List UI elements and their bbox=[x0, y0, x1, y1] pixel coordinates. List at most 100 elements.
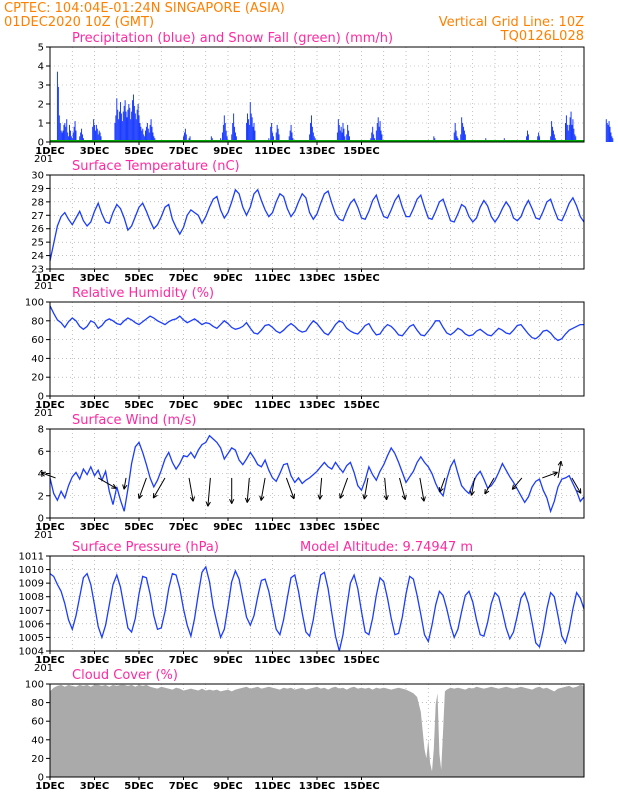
wind-arrow-shaft bbox=[399, 477, 406, 500]
precip-bar bbox=[253, 123, 255, 142]
precip-bar bbox=[183, 132, 185, 142]
y-tick-label: 60 bbox=[31, 717, 44, 728]
precip-bar bbox=[339, 130, 341, 142]
y-tick-label: 28 bbox=[31, 197, 44, 208]
x-tick-label: 11DEC bbox=[254, 146, 290, 157]
x-tick-label: 15DEC bbox=[343, 522, 379, 533]
wind-arrow bbox=[571, 477, 582, 494]
precip-bar bbox=[371, 132, 373, 142]
wind-arrow-head bbox=[420, 496, 426, 502]
x-tick-label: 11DEC bbox=[254, 522, 290, 533]
x-tick-label: 5DEC bbox=[124, 522, 153, 533]
precip-bar bbox=[568, 124, 570, 142]
precip-bar bbox=[572, 119, 574, 142]
wind-arrow-head bbox=[511, 484, 518, 490]
y-tick-label: 23 bbox=[31, 265, 44, 276]
precip-bar bbox=[607, 124, 609, 142]
x-tick-label: 3DEC bbox=[80, 400, 109, 411]
precip-bar bbox=[125, 111, 127, 142]
wind-arrow-shaft bbox=[471, 477, 476, 496]
precip-bar bbox=[189, 136, 191, 142]
wind-arrow-head bbox=[111, 483, 117, 489]
precip-bar bbox=[278, 134, 280, 142]
wind-arrow-shaft bbox=[260, 477, 266, 501]
precip-bar bbox=[231, 134, 233, 142]
x-tick-label: 7DEC bbox=[169, 273, 198, 284]
precip-bar bbox=[271, 123, 273, 142]
wind-arrow-shaft bbox=[97, 477, 117, 489]
wind-arrow-head bbox=[557, 460, 563, 467]
precip-bar bbox=[605, 119, 607, 142]
series-line bbox=[49, 188, 585, 262]
precip-bar bbox=[75, 130, 77, 142]
precip-bar bbox=[381, 134, 383, 142]
precip-bar bbox=[56, 71, 58, 142]
precip-bar bbox=[455, 130, 457, 142]
y-tick-label: 24 bbox=[31, 251, 44, 262]
y-tick-label: 0 bbox=[38, 773, 44, 784]
wind-arrow-head bbox=[362, 494, 368, 500]
precip-bar bbox=[67, 132, 69, 142]
x-tick-label: 5DEC bbox=[124, 655, 153, 666]
wind-arrow-head bbox=[152, 493, 158, 499]
precip-bar bbox=[183, 136, 185, 142]
x-tick-label: 7DEC bbox=[169, 655, 198, 666]
precip-bar bbox=[606, 123, 608, 142]
precip-bar bbox=[377, 117, 379, 142]
wind-arrow bbox=[137, 477, 147, 499]
wind-arrow bbox=[419, 477, 426, 502]
precip-bar bbox=[74, 121, 76, 142]
y-tick-label: 1 bbox=[38, 119, 44, 130]
precip-bar bbox=[131, 111, 133, 142]
y-tick-label: 2 bbox=[38, 100, 44, 111]
wind-arrow bbox=[399, 477, 407, 501]
precip-bar bbox=[57, 86, 59, 142]
precip-bar bbox=[143, 134, 145, 142]
precip-bar bbox=[69, 124, 71, 142]
precip-bar bbox=[552, 126, 554, 142]
precip-bar bbox=[153, 136, 155, 142]
y-tick-label: 6 bbox=[38, 447, 44, 458]
precip-bar bbox=[184, 128, 186, 142]
wind-arrow-shaft bbox=[571, 477, 582, 494]
x-tick-label: 11DEC bbox=[254, 781, 290, 792]
cloud-cover-area bbox=[50, 684, 584, 777]
wind-arrow-head bbox=[122, 484, 128, 490]
precip-bar bbox=[551, 121, 553, 142]
precip-bar bbox=[115, 115, 117, 142]
wind-arrow-shaft bbox=[319, 477, 323, 500]
precip-bar bbox=[247, 113, 249, 142]
precip-bar bbox=[310, 115, 312, 142]
precip-bar bbox=[129, 107, 131, 142]
x-tick-label: 15DEC bbox=[343, 146, 379, 157]
precip-bar bbox=[337, 119, 339, 142]
precip-bar bbox=[232, 123, 234, 142]
precip-bar bbox=[277, 128, 279, 142]
wind-arrow-head bbox=[205, 501, 211, 507]
x-tick-label: 3DEC bbox=[80, 146, 109, 157]
precip-bar bbox=[252, 126, 254, 142]
x-tick-label: 11DEC bbox=[254, 655, 290, 666]
precip-bar bbox=[460, 134, 462, 142]
precip-bar bbox=[571, 124, 573, 142]
panel-1 bbox=[46, 174, 585, 272]
y-tick-label: 25 bbox=[31, 238, 44, 249]
precip-bar bbox=[235, 136, 237, 142]
panel-title: Cloud Cover (%) bbox=[72, 668, 178, 683]
wind-arrow-head bbox=[244, 497, 251, 503]
precip-bar bbox=[272, 132, 274, 142]
precip-bar bbox=[254, 130, 256, 142]
precip-bar bbox=[97, 134, 99, 142]
precip-bar bbox=[114, 123, 116, 142]
precip-bar bbox=[69, 130, 71, 142]
x-tick-label: 13DEC bbox=[299, 400, 335, 411]
model-altitude-label: Model Altitude: 9.74947 m bbox=[300, 540, 473, 555]
wind-arrow bbox=[469, 477, 476, 496]
precip-bar bbox=[93, 119, 95, 142]
precip-bar bbox=[348, 136, 350, 142]
precip-bar bbox=[224, 123, 226, 142]
header-location: CPTEC: 104:04E-01:24N SINGAPORE (ASIA) bbox=[4, 1, 285, 16]
panel-2 bbox=[46, 301, 585, 399]
precip-bar bbox=[344, 136, 346, 142]
